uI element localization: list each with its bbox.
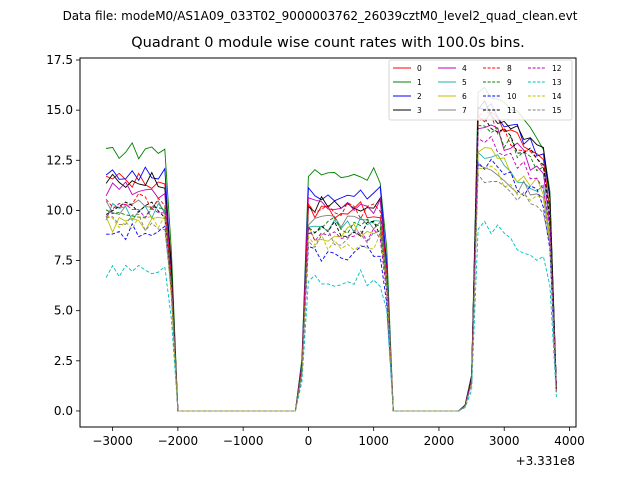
x-tick-label-6: 3000 xyxy=(489,434,520,448)
series-line-11 xyxy=(105,117,557,412)
x-axis-offset-label: +3.331e8 xyxy=(516,454,575,468)
x-tick-label-1: −2000 xyxy=(158,434,199,448)
legend-label-15: 15 xyxy=(552,106,562,115)
series-line-1 xyxy=(106,86,557,412)
series-line-2 xyxy=(105,103,557,412)
legend-label-0: 0 xyxy=(417,64,422,73)
x-tick-label-3: 0 xyxy=(305,434,313,448)
y-tick-label-0: 0.0 xyxy=(54,404,73,418)
series-line-0 xyxy=(105,111,557,412)
plot-frame xyxy=(79,57,577,428)
x-tick-label-7: 4000 xyxy=(554,434,585,448)
x-tick-label-4: 1000 xyxy=(358,434,389,448)
x-tick-label-5: 2000 xyxy=(424,434,455,448)
y-tick-label-1: 2.5 xyxy=(54,354,73,368)
y-tick-label-7: 17.5 xyxy=(46,53,73,67)
y-tick-label-5: 12.5 xyxy=(46,153,73,167)
legend-label-14: 14 xyxy=(552,92,562,101)
series-line-15 xyxy=(105,173,557,412)
series-line-12 xyxy=(105,135,557,412)
legend-label-7: 7 xyxy=(462,106,467,115)
plot-series xyxy=(105,86,557,412)
series-line-4 xyxy=(105,124,557,412)
legend-label-11: 11 xyxy=(507,106,517,115)
legend-label-6: 6 xyxy=(462,92,467,101)
legend-label-12: 12 xyxy=(552,64,562,73)
axes-ticks: −3000 −2000 −1000 0 1000 2000 3000 4000 0.0 2.5 5.… xyxy=(46,53,584,448)
legend-label-2: 2 xyxy=(417,92,422,101)
series-line-7 xyxy=(105,164,557,412)
legend-box xyxy=(388,59,573,121)
y-tick-label-4: 10.0 xyxy=(46,203,73,217)
y-tick-label-2: 5.0 xyxy=(54,304,73,318)
legend-label-9: 9 xyxy=(507,78,512,87)
legend-label-8: 8 xyxy=(507,64,512,73)
legend-label-3: 3 xyxy=(417,106,422,115)
series-line-6 xyxy=(105,147,557,412)
y-tick-label-3: 7.5 xyxy=(54,254,73,268)
y-tick-label-6: 15.0 xyxy=(46,103,73,117)
series-line-10 xyxy=(106,158,557,412)
series-line-9 xyxy=(105,125,557,412)
legend-label-10: 10 xyxy=(507,92,517,101)
x-tick-label-2: −1000 xyxy=(223,434,264,448)
chart-suptitle: Data file: modeM0/AS1A09_033T02_90000037… xyxy=(62,9,578,23)
x-tick-label-0: −3000 xyxy=(92,434,133,448)
series-line-14 xyxy=(105,165,557,412)
series-line-8 xyxy=(105,109,557,412)
legend-label-4: 4 xyxy=(462,64,467,73)
legend-label-13: 13 xyxy=(552,78,562,87)
series-line-13 xyxy=(105,220,557,412)
chart-title: Quadrant 0 module wise count rates with … xyxy=(131,35,525,51)
series-line-3 xyxy=(105,100,557,412)
legend-label-1: 1 xyxy=(417,78,422,87)
legend-label-5: 5 xyxy=(462,78,467,87)
series-line-5 xyxy=(105,151,557,412)
